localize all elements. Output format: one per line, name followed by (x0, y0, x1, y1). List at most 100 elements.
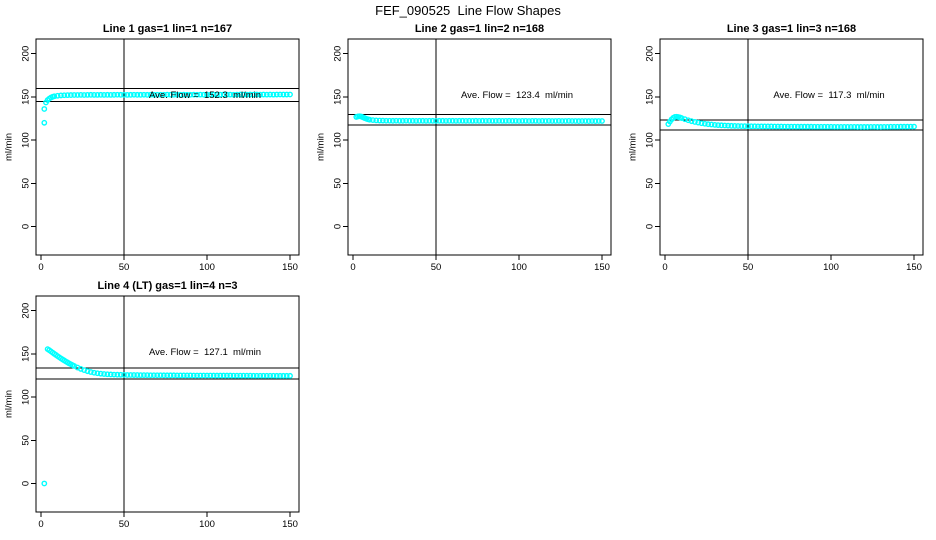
data-point (134, 91, 141, 98)
data-point (240, 372, 247, 379)
y-axis-tick-label: 100 (21, 389, 32, 405)
data-point (283, 372, 290, 379)
data-point (436, 117, 443, 124)
data-point (277, 372, 283, 379)
data-point (97, 370, 104, 377)
data-point (462, 118, 469, 124)
data-point (237, 372, 244, 379)
data-point (907, 123, 914, 130)
data-point (559, 118, 566, 124)
y-axis-tick-label: 150 (21, 346, 32, 362)
x-axis-tick-label: 100 (823, 262, 839, 273)
data-point (443, 118, 449, 124)
data-point (224, 372, 230, 379)
data-point (824, 123, 831, 130)
data-point (383, 117, 390, 124)
data-point (781, 123, 788, 130)
data-point (595, 118, 602, 124)
data-point (61, 92, 68, 99)
y-axis-tick-label: 0 (21, 481, 32, 486)
data-point (273, 91, 280, 98)
data-point (758, 123, 765, 130)
data-point (104, 91, 111, 98)
data-point (200, 372, 207, 379)
data-point (194, 91, 200, 98)
data-point (214, 91, 220, 98)
x-axis-tick-label: 150 (282, 519, 298, 530)
data-point (370, 117, 376, 124)
data-point (691, 119, 698, 125)
data-point (778, 123, 785, 130)
y-axis-tick-label: 0 (21, 224, 32, 229)
data-point (247, 91, 254, 98)
data-point (572, 118, 579, 124)
data-point (791, 123, 798, 130)
data-point (715, 122, 722, 129)
data-point (64, 92, 71, 99)
data-point (74, 92, 81, 98)
data-point (204, 372, 210, 379)
data-point (94, 92, 101, 98)
data-point (877, 124, 884, 130)
data-point (453, 118, 459, 124)
data-point (725, 122, 731, 129)
data-point (58, 92, 64, 99)
data-point (774, 123, 781, 130)
data-point (509, 118, 516, 124)
plot-line-1: 0 50 100 150 200 0 50 100 150 ml/min Line 1 gas=1… (0, 19, 312, 281)
data-point (97, 91, 104, 98)
data-point (234, 91, 240, 98)
data-point (768, 123, 775, 130)
data-point (124, 372, 131, 378)
data-point (180, 372, 187, 379)
data-point (811, 123, 818, 130)
data-point (257, 91, 264, 98)
data-point (818, 123, 824, 130)
data-point (486, 117, 493, 124)
chart-canvas-line-1: 0 50 100 150 200 0 50 100 150 ml/min (4, 38, 300, 273)
data-point (502, 118, 509, 124)
data-point (247, 372, 254, 379)
data-point (164, 372, 171, 379)
data-point (423, 118, 429, 124)
data-point (519, 118, 526, 124)
data-point (808, 123, 814, 130)
data-point (230, 91, 237, 98)
chart-canvas-line-2: 0 50 100 150 200 0 50 100 150 ml/min (316, 38, 612, 273)
data-point (529, 118, 536, 124)
data-point (217, 372, 224, 379)
data-point (104, 371, 111, 378)
data-point (101, 92, 107, 98)
data-point (111, 91, 117, 98)
data-point (160, 372, 167, 379)
y-axis-tick-label: 150 (645, 89, 656, 105)
y-axis-tick-label: 200 (21, 303, 32, 319)
data-point (891, 123, 898, 130)
data-point (150, 372, 157, 379)
data-point (814, 123, 821, 130)
data-point (200, 91, 207, 98)
plot-box (35, 295, 300, 513)
data-point (685, 117, 692, 124)
data-point (429, 117, 436, 124)
data-point (77, 92, 84, 98)
data-point (512, 118, 519, 124)
data-point (137, 91, 144, 98)
data-point (419, 117, 426, 124)
data-point (234, 372, 240, 379)
data-point (51, 93, 58, 100)
data-point (144, 91, 151, 98)
data-point (253, 372, 260, 379)
data-point (496, 117, 502, 124)
data-point (174, 372, 181, 379)
data-point (180, 91, 187, 98)
plot-box (347, 38, 612, 256)
data-point (170, 372, 177, 379)
data-point (555, 118, 562, 124)
plot-title-line-3: Line 3 gas=1 lin=3 n=168 (726, 23, 857, 35)
data-point (41, 106, 48, 112)
avg-flow-annotation-line-4: Ave. Flow = 127.1 ml/min (148, 347, 262, 358)
data-point (220, 372, 227, 379)
data-point (204, 91, 210, 98)
